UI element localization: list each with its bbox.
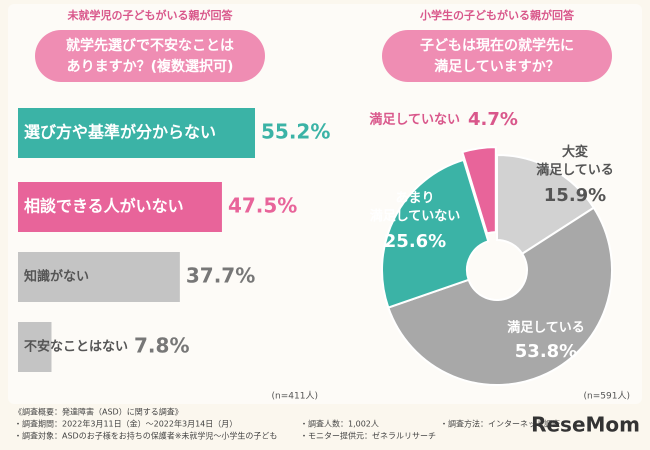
bar-label: 選び方や基準が分からない bbox=[24, 123, 216, 142]
footer-text: ・調査期間：2022年3月11日（金）～2022年3月14日（月） bbox=[14, 419, 237, 429]
value-label: 47.5% bbox=[228, 194, 297, 218]
logo: ReseMom bbox=[531, 413, 640, 437]
pie-slice bbox=[461, 146, 497, 235]
slice-label: 大変満足している bbox=[536, 144, 614, 178]
sample-note: (n=591人) bbox=[584, 391, 630, 402]
value-label: 7.8% bbox=[134, 334, 189, 358]
slice-value: 4.7% bbox=[468, 109, 518, 130]
slice-label: 満足している bbox=[507, 320, 585, 336]
slice-label: 満足していない bbox=[369, 112, 460, 128]
slice-value: 53.8% bbox=[515, 341, 577, 362]
chart-header: 小学生の子どもがいる親が回答 bbox=[419, 8, 575, 22]
bar bbox=[18, 108, 255, 158]
pie-slice bbox=[381, 158, 490, 309]
footer-text: 《調査概要：発達障害（ASD）に関する調査》 bbox=[14, 407, 183, 417]
value-label: 37.7% bbox=[186, 264, 255, 288]
bar-label: 知識がない bbox=[24, 269, 89, 285]
bar-label: 相談できる人がいない bbox=[24, 197, 184, 216]
title-pill bbox=[35, 30, 265, 82]
slice-value: 25.6% bbox=[384, 231, 446, 252]
bar bbox=[18, 252, 180, 302]
footer-text: ・調査人数：1,002人 bbox=[300, 419, 379, 429]
chart-title: 就学先選びで不安なことはありますか？(複数選択可) bbox=[66, 37, 234, 75]
slice-value: 15.9% bbox=[544, 185, 606, 206]
title-pill bbox=[382, 30, 612, 82]
footer-text: ・調査方法：インターネット調査 bbox=[440, 419, 560, 429]
footer-text: ・調査対象：ASDのお子様をお持ちの保護者※未就学児～小学生の子ども bbox=[14, 431, 277, 441]
bar-label: 不安なことはない bbox=[24, 339, 128, 355]
chart-header: 未就学児の子どもがいる親が回答 bbox=[67, 8, 234, 22]
bar bbox=[18, 182, 222, 232]
footer-text: ・モニター提供元：ゼネラルリサーチ bbox=[300, 431, 436, 441]
chart-title: 子どもは現在の就学先に満足していますか？ bbox=[420, 37, 574, 75]
pie-slice bbox=[387, 206, 613, 386]
value-label: 55.2% bbox=[261, 120, 330, 144]
pie-slice bbox=[496, 153, 596, 256]
slice-label: あまり満足していない bbox=[370, 191, 461, 224]
bar bbox=[18, 322, 52, 372]
sample-note: (n=411人) bbox=[272, 391, 318, 402]
